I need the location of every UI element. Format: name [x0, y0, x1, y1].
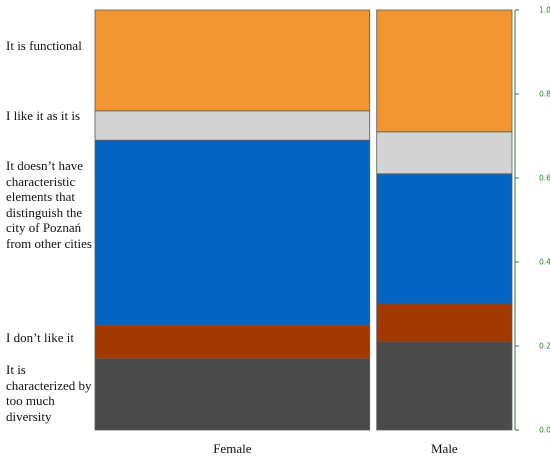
y-axis-ticks: 0.0 0.2 0.4 0.6 0.8 1.0: [515, 6, 550, 435]
tile-male-0: [376, 341, 513, 431]
x-label-male: Male: [431, 441, 458, 456]
tile-male-1: [376, 303, 513, 343]
bars-layer: [94, 9, 513, 431]
legend-label-too-much-diversity: It is characterized by too much diversit…: [6, 362, 92, 424]
x-label-female: Female: [213, 441, 251, 456]
x-axis-labels: Female Male: [213, 441, 458, 456]
y-tick-label-2: 0.4: [539, 258, 550, 267]
tile-male-3: [376, 131, 513, 175]
tile-female-4: [94, 9, 371, 112]
y-tick-label-3: 0.6: [539, 174, 550, 183]
tile-female-0: [94, 358, 371, 431]
tile-female-1: [94, 324, 371, 359]
legend-label-dont-like: I don’t like it: [6, 330, 75, 345]
legend-label-functional: It is functional: [6, 38, 82, 53]
tile-male-4: [376, 9, 513, 133]
tile-female-3: [94, 110, 371, 141]
y-tick-label-1: 0.2: [539, 342, 550, 351]
tile-female-2: [94, 139, 371, 326]
y-tick-label-5: 1.0: [539, 6, 550, 15]
y-tick-label-0: 0.0: [539, 426, 550, 435]
legend-label-like-it: I like it as it is: [6, 108, 81, 123]
y-tick-label-4: 0.8: [539, 90, 550, 99]
legend-label-no-characteristic-elements: It doesn’t have characteristic elements …: [6, 158, 92, 251]
tile-male-2: [376, 173, 513, 305]
